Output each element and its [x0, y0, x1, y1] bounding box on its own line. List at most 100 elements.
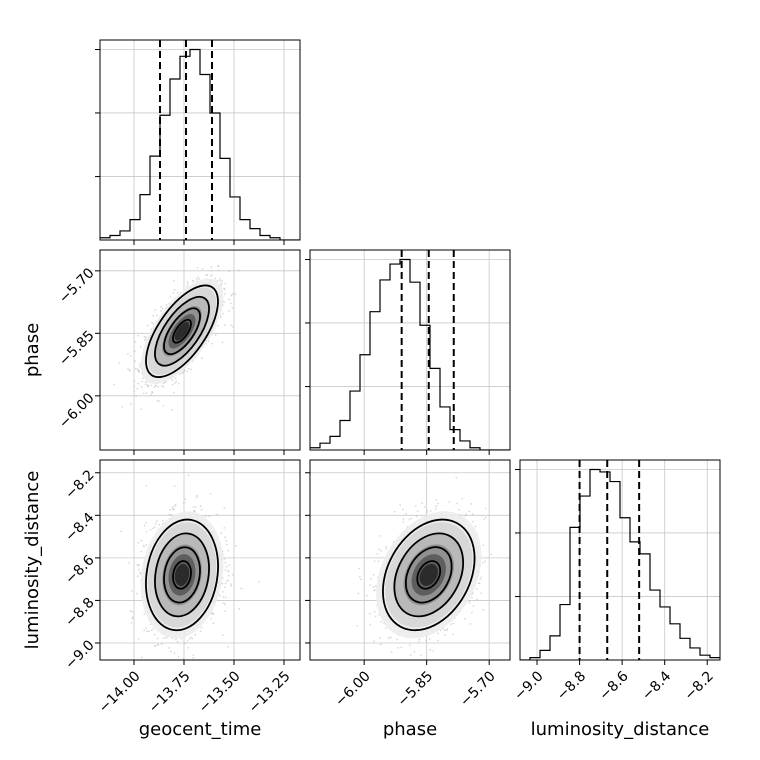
scatter-point — [480, 576, 483, 579]
scatter-point — [230, 294, 233, 297]
scatter-point — [145, 381, 147, 384]
scatter-point — [140, 539, 143, 542]
panel-frame — [309, 249, 511, 451]
scatter-point — [435, 505, 437, 508]
scatter-point — [179, 373, 182, 376]
contour-line — [145, 518, 219, 632]
scatter-point — [195, 278, 198, 280]
scatter-point — [121, 405, 124, 408]
scatter-point — [151, 391, 154, 394]
scatter-point — [187, 367, 190, 370]
y-tick-label: −8.6 — [62, 552, 97, 587]
scatter-point — [372, 573, 375, 576]
scatter-point — [137, 369, 140, 372]
scatter-point — [156, 314, 159, 317]
scatter-point — [127, 368, 129, 370]
scatter-point — [221, 279, 223, 282]
scatter-point — [451, 633, 454, 636]
density-level — [174, 563, 190, 586]
panel-frame — [99, 459, 301, 661]
scatter-point — [154, 644, 157, 647]
scatter-point — [231, 573, 234, 576]
scatter-point — [219, 280, 221, 283]
scatter-point — [157, 385, 159, 388]
scatter-point — [226, 543, 228, 546]
scatter-point — [175, 638, 177, 641]
scatter-point — [232, 325, 234, 328]
scatter-point — [156, 644, 159, 647]
scatter-point — [131, 610, 134, 613]
scatter-point — [490, 553, 493, 556]
scatter-point — [188, 638, 191, 640]
scatter-point — [452, 622, 455, 625]
scatter-point — [214, 334, 217, 337]
scatter-point — [449, 623, 452, 626]
scatter-point — [231, 306, 234, 309]
scatter-point — [138, 365, 141, 368]
histogram-phase — [310, 258, 510, 450]
scatter-point — [229, 302, 232, 305]
scatter-point — [369, 612, 372, 615]
scatter-point — [445, 629, 448, 632]
scatter-point — [380, 620, 383, 623]
scatter-point — [418, 638, 421, 641]
scatter-point — [221, 582, 224, 585]
scatter-point — [223, 288, 226, 291]
scatter-point — [159, 310, 162, 312]
scatter-point — [186, 639, 189, 642]
scatter-point — [176, 640, 179, 643]
scatter-point — [480, 592, 483, 595]
scatter-point — [237, 269, 240, 272]
scatter-point — [227, 549, 230, 552]
scatter-point — [137, 334, 139, 337]
scatter-point — [216, 324, 219, 327]
y-tick-label: −8.8 — [62, 595, 97, 630]
scatter-point — [146, 630, 148, 633]
scatter-point — [224, 293, 226, 295]
scatter-point — [222, 602, 225, 604]
scatter-point — [143, 612, 146, 615]
scatter-point — [140, 408, 143, 411]
histogram-geocent_time — [100, 48, 300, 240]
scatter-point — [423, 506, 426, 508]
scatter-point — [150, 384, 153, 387]
scatter-point — [230, 583, 232, 586]
scatter-point — [158, 523, 161, 526]
scatter-point — [186, 283, 189, 285]
scatter-point — [168, 647, 171, 649]
scatter-point — [436, 639, 439, 642]
contour-line — [163, 546, 201, 604]
scatter-point — [156, 637, 159, 640]
scatter-point — [417, 640, 420, 643]
scatter-point — [234, 293, 237, 296]
scatter-point — [173, 505, 176, 507]
scatter-point — [210, 266, 213, 268]
scatter-point — [428, 638, 431, 641]
scatter-point — [224, 569, 227, 571]
scatter-point — [476, 587, 478, 590]
scatter-point — [173, 485, 176, 488]
scatter-point — [133, 350, 136, 353]
scatter-point — [139, 345, 142, 348]
scatter-point — [138, 371, 140, 373]
scatter-point — [210, 273, 213, 276]
scatter-point — [152, 323, 155, 325]
scatter-point — [172, 508, 174, 511]
scatter-point — [143, 335, 146, 338]
scatter-point — [154, 522, 157, 525]
scatter-point — [160, 305, 162, 308]
scatter-point — [173, 289, 176, 291]
density-level — [174, 322, 190, 341]
scatter-point — [189, 636, 192, 639]
scatter-point — [430, 663, 432, 665]
scatter-point — [184, 498, 187, 501]
scatter-point — [223, 506, 226, 509]
scatter-point — [227, 579, 230, 582]
contour-line — [154, 295, 210, 367]
scatter-point — [225, 580, 228, 583]
scatter-point — [468, 602, 471, 604]
scatter-point — [168, 513, 171, 516]
scatter-point — [385, 547, 388, 550]
scatter-point — [479, 578, 482, 581]
